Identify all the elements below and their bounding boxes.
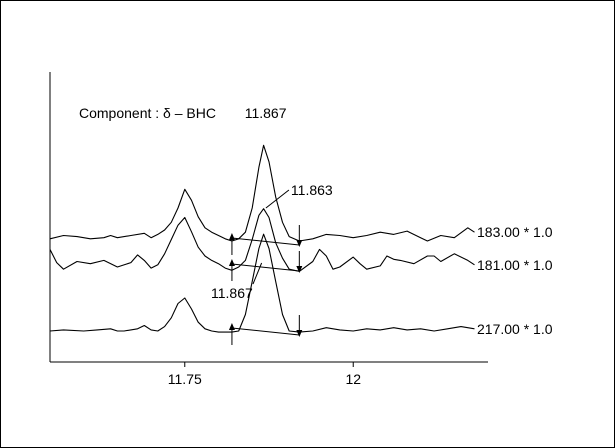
x-tick-label: 11.75 [168, 371, 202, 387]
start-arrow-head [228, 323, 235, 330]
peak-label-leader [252, 262, 263, 285]
end-arrow-head [296, 240, 303, 247]
end-arrow-head [296, 266, 303, 273]
series-label: 183.00 * 1.0 [477, 224, 553, 240]
integration-baseline [231, 327, 300, 336]
series-label: 217.00 * 1.0 [477, 321, 553, 337]
peak-label-leader [265, 189, 290, 209]
start-arrow-head [228, 233, 235, 240]
integration-baseline [231, 263, 300, 272]
axes: 11.75 12 [49, 72, 488, 387]
labels: 183.00 * 1.0 181.00 * 1.0 217.00 * 1.0 Comp… [79, 105, 553, 337]
traces [49, 144, 475, 333]
x-tick-label: 12 [345, 371, 361, 387]
series-line [49, 233, 475, 333]
integration-markers [228, 225, 303, 345]
chart-title: Component : δ – BHC [79, 105, 216, 121]
peak-label: 11.867 [245, 105, 287, 121]
integration-baseline [231, 237, 300, 246]
series-line [49, 144, 475, 242]
peak-label: 11.867 [211, 285, 253, 301]
series-label: 181.00 * 1.0 [477, 257, 553, 273]
end-arrow-head [296, 330, 303, 337]
series-line [49, 208, 475, 272]
start-arrow-head [228, 259, 235, 266]
peak-label: 11.863 [291, 182, 333, 198]
